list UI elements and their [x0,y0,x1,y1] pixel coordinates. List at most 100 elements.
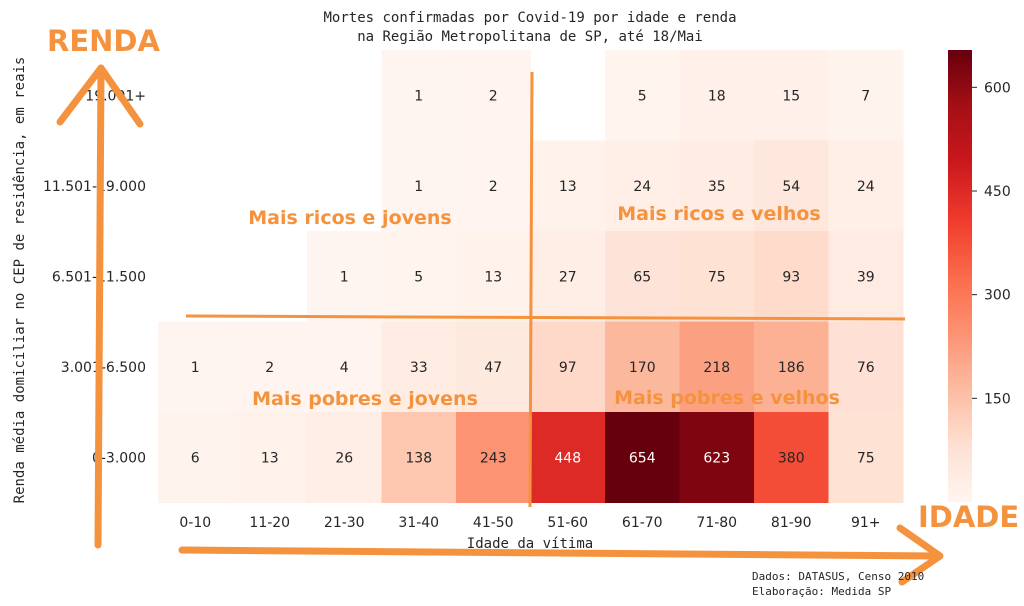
quadrant-label-rich-old: Mais ricos e velhos [617,203,820,225]
heatmap-cell [232,321,308,413]
heatmap-cell [158,412,233,503]
heatmap-cell [605,140,680,232]
heatmap-cell [381,321,457,413]
heatmap-value-label: 7 [861,88,870,104]
heatmap-cell [679,231,755,322]
heatmap-cell [828,50,904,141]
heatmap-value-label: 24 [633,179,651,195]
colorbar-ticks: 150 300 450 600 [972,80,1011,407]
x-tick-label: 11-20 [249,515,290,531]
y-axis-label: Renda média domiciliar no CEP de residên… [12,57,28,504]
heatmap-value-label: 654 [629,450,656,466]
x-tick-labels: 0-10 11-20 21-30 31-40 41-50 51-60 61-70 71-80 8… [179,515,880,531]
heatmap-cell [307,321,382,413]
heatmap-value-label: 93 [782,269,800,285]
heatmap-value-label: 26 [335,450,353,466]
x-tick-label: 51-60 [547,515,588,531]
heatmap-cell [679,412,755,503]
renda-arrow-head [56,64,144,128]
heatmap-cell [828,321,904,413]
x-tick-label: 0-10 [179,515,211,531]
renda-annotation: RENDA [47,24,160,58]
heatmap-cell [307,231,382,322]
heatmap-cell [754,412,829,503]
heatmap-value-label: 1 [191,360,200,376]
colorbar-tick-label: 150 [984,391,1011,407]
heatmap-value-label: 13 [261,450,279,466]
heatmap-value-label: 448 [554,450,581,466]
x-tick-label: 61-70 [622,515,663,531]
heatmap-cell [381,231,457,322]
heatmap-cell [679,50,755,141]
colorbar [948,50,972,502]
heatmap-cell [456,321,531,413]
heatmap-value-label: 15 [782,88,800,104]
x-tick-label: 81-90 [771,515,812,531]
heatmap-value-label: 75 [857,450,875,466]
heatmap-value-label: 218 [703,360,730,376]
heatmap-value-label: 47 [484,360,502,376]
heatmap-value-label: 18 [708,88,726,104]
heatmap-value-label: 623 [703,450,730,466]
heatmap-value-label: 2 [489,179,498,195]
x-tick-label: 21-30 [324,515,365,531]
vertical-divider-line [528,71,534,508]
x-axis-label: Idade da vítima [467,536,593,552]
heatmap-value-label: 243 [480,450,507,466]
heatmap-value-label: 2 [265,360,274,376]
heatmap-value-label: 186 [778,360,805,376]
heatmap-cell [754,231,829,322]
heatmap-value-label: 13 [484,269,502,285]
colorbar-tick-label: 450 [984,184,1011,200]
heatmap-cell [381,412,457,503]
heatmap-value-label: 1 [414,179,423,195]
heatmap-cell [679,140,755,232]
heatmap-cell [754,50,829,141]
y-tick-label: 11.501-19.000 [43,179,146,195]
heatmap-cell [456,412,531,503]
heatmap-cell [605,321,680,413]
heatmap-value-label: 54 [782,179,800,195]
heatmap-value-labels: 1 2 5 18 15 71 2 13 24 35 54 241 5 13 27 65 75 93 391 2 4 33 4… [191,88,875,466]
heatmap-value-label: 6 [191,450,200,466]
heatmap-value-label: 27 [559,269,577,285]
y-tick-label: 3.001-6.500 [61,360,146,376]
heatmap-value-label: 97 [559,360,577,376]
y-tick-labels: 19.001+11.501-19.0006.501-11.5003.001-6.… [43,88,146,466]
heatmap-value-label: 76 [857,360,875,376]
heatmap-cell [456,231,531,322]
heatmap-value-label: 380 [778,450,805,466]
heatmap-value-label: 138 [405,450,432,466]
heatmap-value-label: 35 [708,179,726,195]
heatmap-cell [232,412,308,503]
heatmap-cell [530,140,606,232]
heatmap-cell [456,140,531,232]
x-tick-label: 91+ [851,515,881,531]
heatmap-cell [605,412,680,503]
renda-arrow [94,66,105,549]
heatmap-value-label: 75 [708,269,726,285]
idade-arrow-head [896,524,944,586]
heatmap-value-label: 4 [340,360,349,376]
horizontal-divider-line [185,314,906,321]
heatmap-cell [828,412,904,503]
heatmap-cell [828,231,904,322]
idade-arrow [178,546,942,560]
heatmap-cell [530,412,606,503]
x-tick-label: 41-50 [473,515,514,531]
x-tick-label: 71-80 [696,515,737,531]
colorbar-tick-label: 300 [984,288,1011,304]
heatmap-cell [307,412,382,503]
heatmap-cell [381,140,457,232]
quadrant-label-poor-old: Mais pobres e velhos [614,387,840,409]
quadrant-label-poor-young: Mais pobres e jovens [252,388,478,410]
x-tick-label: 31-40 [398,515,439,531]
heatmap-value-label: 1 [340,269,349,285]
heatmap-value-label: 2 [489,88,498,104]
heatmap-value-label: 33 [410,360,428,376]
source-line-2: Elaboração: Medida SP [752,585,891,598]
heatmap-cells [158,50,904,503]
heatmap-cell [381,50,457,141]
heatmap-value-label: 65 [633,269,651,285]
chart-title-line-2: na Região Metropolitana de SP, até 18/Ma… [357,29,703,45]
